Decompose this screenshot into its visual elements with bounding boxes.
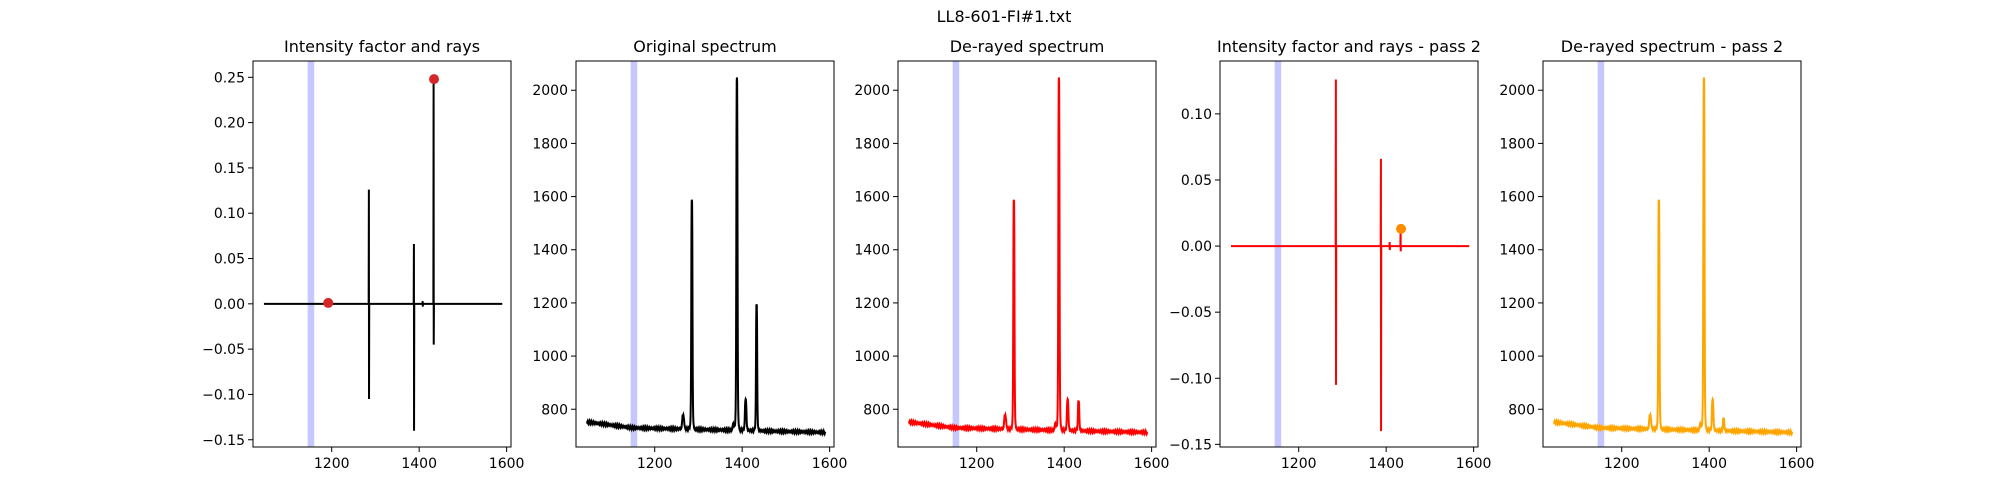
y-tick-label: −0.05 xyxy=(202,342,245,358)
y-tick-label: 1000 xyxy=(532,349,568,365)
subplot-title: De-rayed spectrum xyxy=(950,37,1105,56)
ray-marker xyxy=(323,297,334,308)
plot-area xyxy=(1230,61,1470,447)
x-tick-label: 1200 xyxy=(1281,456,1317,472)
subplot-5: De-rayed spectrum - pass 2 1200 1400 1600 80… xyxy=(1499,37,1814,472)
y-tick-label: 1200 xyxy=(854,296,890,312)
plot-area xyxy=(585,61,827,447)
y-tick-label: −0.05 xyxy=(1169,305,1212,321)
subplot-title: Original spectrum xyxy=(633,37,776,56)
ray-marker xyxy=(429,74,440,85)
y-tick-label: 1400 xyxy=(532,243,568,259)
x-tick-label: 1200 xyxy=(637,456,673,472)
y-tick-label: 800 xyxy=(541,402,568,418)
subplot-title: De-rayed spectrum - pass 2 xyxy=(1561,37,1783,56)
y-tick-label: 1600 xyxy=(532,190,568,206)
y-tick-label: 1800 xyxy=(532,136,568,152)
subplot-1: Intensity factor and rays 1200 1400 1600 −0.… xyxy=(202,37,524,472)
figure-suptitle: LL8-601-FI#1.txt xyxy=(937,7,1072,26)
subplot-2: Original spectrum 1200 1400 1600 800 1000 1200… xyxy=(532,37,847,472)
axes-frame xyxy=(252,60,512,448)
y-tick-label: 1400 xyxy=(854,243,890,259)
y-tick-label: −0.10 xyxy=(1169,371,1212,387)
y-tick-label: 1000 xyxy=(1499,349,1535,365)
y-tick-label: −0.15 xyxy=(202,433,245,449)
y-tick-label: 0.00 xyxy=(1181,239,1212,255)
x-tick-label: 1400 xyxy=(1046,456,1082,472)
series-line xyxy=(1230,79,1470,432)
y-tick-label: 2000 xyxy=(532,83,568,99)
y-tick-label: 800 xyxy=(1508,402,1535,418)
y-tick-label: 1200 xyxy=(1499,296,1535,312)
y-tick-label: 0.20 xyxy=(214,116,245,132)
y-tick-label: 0.05 xyxy=(1181,173,1212,189)
axes-frame xyxy=(575,60,835,448)
x-tick-label: 1400 xyxy=(1691,456,1727,472)
y-tick-label: 1000 xyxy=(854,349,890,365)
y-tick-label: −0.15 xyxy=(1169,437,1212,453)
y-tick-label: −0.10 xyxy=(202,387,245,403)
plot-area xyxy=(907,61,1149,447)
y-tick-label: 1200 xyxy=(532,296,568,312)
highlight-band xyxy=(952,61,960,447)
y-tick-label: 1800 xyxy=(1499,136,1535,152)
subplot-title: Intensity factor and rays xyxy=(284,37,480,56)
series-line xyxy=(907,77,1149,438)
y-tick-label: 1600 xyxy=(1499,190,1535,206)
highlight-band xyxy=(307,61,315,447)
y-tick-label: 2000 xyxy=(1499,83,1535,99)
series-line xyxy=(1552,77,1794,438)
x-tick-label: 1400 xyxy=(724,456,760,472)
x-tick-label: 1600 xyxy=(1456,456,1492,472)
series-line xyxy=(263,79,503,431)
y-tick-label: 800 xyxy=(863,402,890,418)
x-tick-label: 1600 xyxy=(489,456,525,472)
ray-marker xyxy=(1396,223,1407,234)
y-tick-label: 0.25 xyxy=(214,70,245,86)
x-tick-label: 1200 xyxy=(1604,456,1640,472)
y-tick-label: 0.00 xyxy=(214,297,245,313)
axes-frame xyxy=(1542,60,1802,448)
y-tick-label: 0.10 xyxy=(214,206,245,222)
x-tick-label: 1600 xyxy=(812,456,848,472)
axes-frame xyxy=(1219,60,1479,448)
y-tick-label: 2000 xyxy=(854,83,890,99)
plot-area xyxy=(1552,61,1794,447)
subplot-4: Intensity factor and rays - pass 2 1200 14… xyxy=(1169,37,1491,472)
highlight-band xyxy=(1597,61,1605,447)
highlight-band xyxy=(1274,61,1282,447)
y-tick-label: 1400 xyxy=(1499,243,1535,259)
y-tick-label: 0.05 xyxy=(214,252,245,268)
x-tick-label: 1600 xyxy=(1779,456,1815,472)
axes-frame xyxy=(897,60,1157,448)
x-tick-label: 1200 xyxy=(314,456,350,472)
plot-area xyxy=(263,61,503,447)
x-tick-label: 1200 xyxy=(959,456,995,472)
subplot-3: De-rayed spectrum 1200 1400 1600 800 1000 1200… xyxy=(854,37,1169,472)
subplot-title: Intensity factor and rays - pass 2 xyxy=(1217,37,1481,56)
x-tick-label: 1600 xyxy=(1134,456,1170,472)
y-tick-label: 1600 xyxy=(854,190,890,206)
y-tick-label: 0.15 xyxy=(214,161,245,177)
highlight-band xyxy=(630,61,638,447)
y-tick-label: 1800 xyxy=(854,136,890,152)
x-tick-label: 1400 xyxy=(1368,456,1404,472)
x-tick-label: 1400 xyxy=(401,456,437,472)
y-tick-label: 0.10 xyxy=(1181,107,1212,123)
series-line xyxy=(585,77,827,438)
